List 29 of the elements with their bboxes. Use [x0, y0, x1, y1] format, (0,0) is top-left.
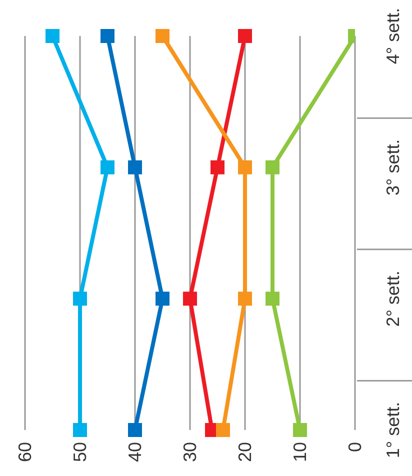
x-tick-label: 60 [15, 442, 35, 462]
point [238, 292, 252, 306]
point [216, 423, 230, 437]
point [293, 423, 307, 437]
point [128, 423, 142, 437]
point [183, 292, 197, 306]
x-tick-label: 40 [125, 442, 145, 462]
point [100, 29, 114, 43]
point [266, 160, 280, 174]
point [266, 292, 280, 306]
x-tick-label: 0 [345, 442, 365, 452]
point [210, 160, 224, 174]
x-tick-label: 20 [235, 442, 255, 462]
x-tick-label: 10 [290, 442, 310, 462]
point [156, 292, 170, 306]
x-tick-label: 50 [70, 442, 90, 462]
y-tick-label: 2° sett. [383, 270, 403, 327]
point [100, 160, 114, 174]
point [238, 29, 252, 43]
point [73, 423, 87, 437]
point [73, 292, 87, 306]
point [238, 160, 252, 174]
point [46, 29, 60, 43]
y-tick-label: 1° sett. [383, 402, 403, 458]
y-tick-label: 4° sett. [383, 8, 403, 64]
point [156, 29, 170, 43]
x-tick-label: 30 [180, 442, 200, 462]
y-tick-label: 3° sett. [383, 139, 403, 196]
point [128, 160, 142, 174]
